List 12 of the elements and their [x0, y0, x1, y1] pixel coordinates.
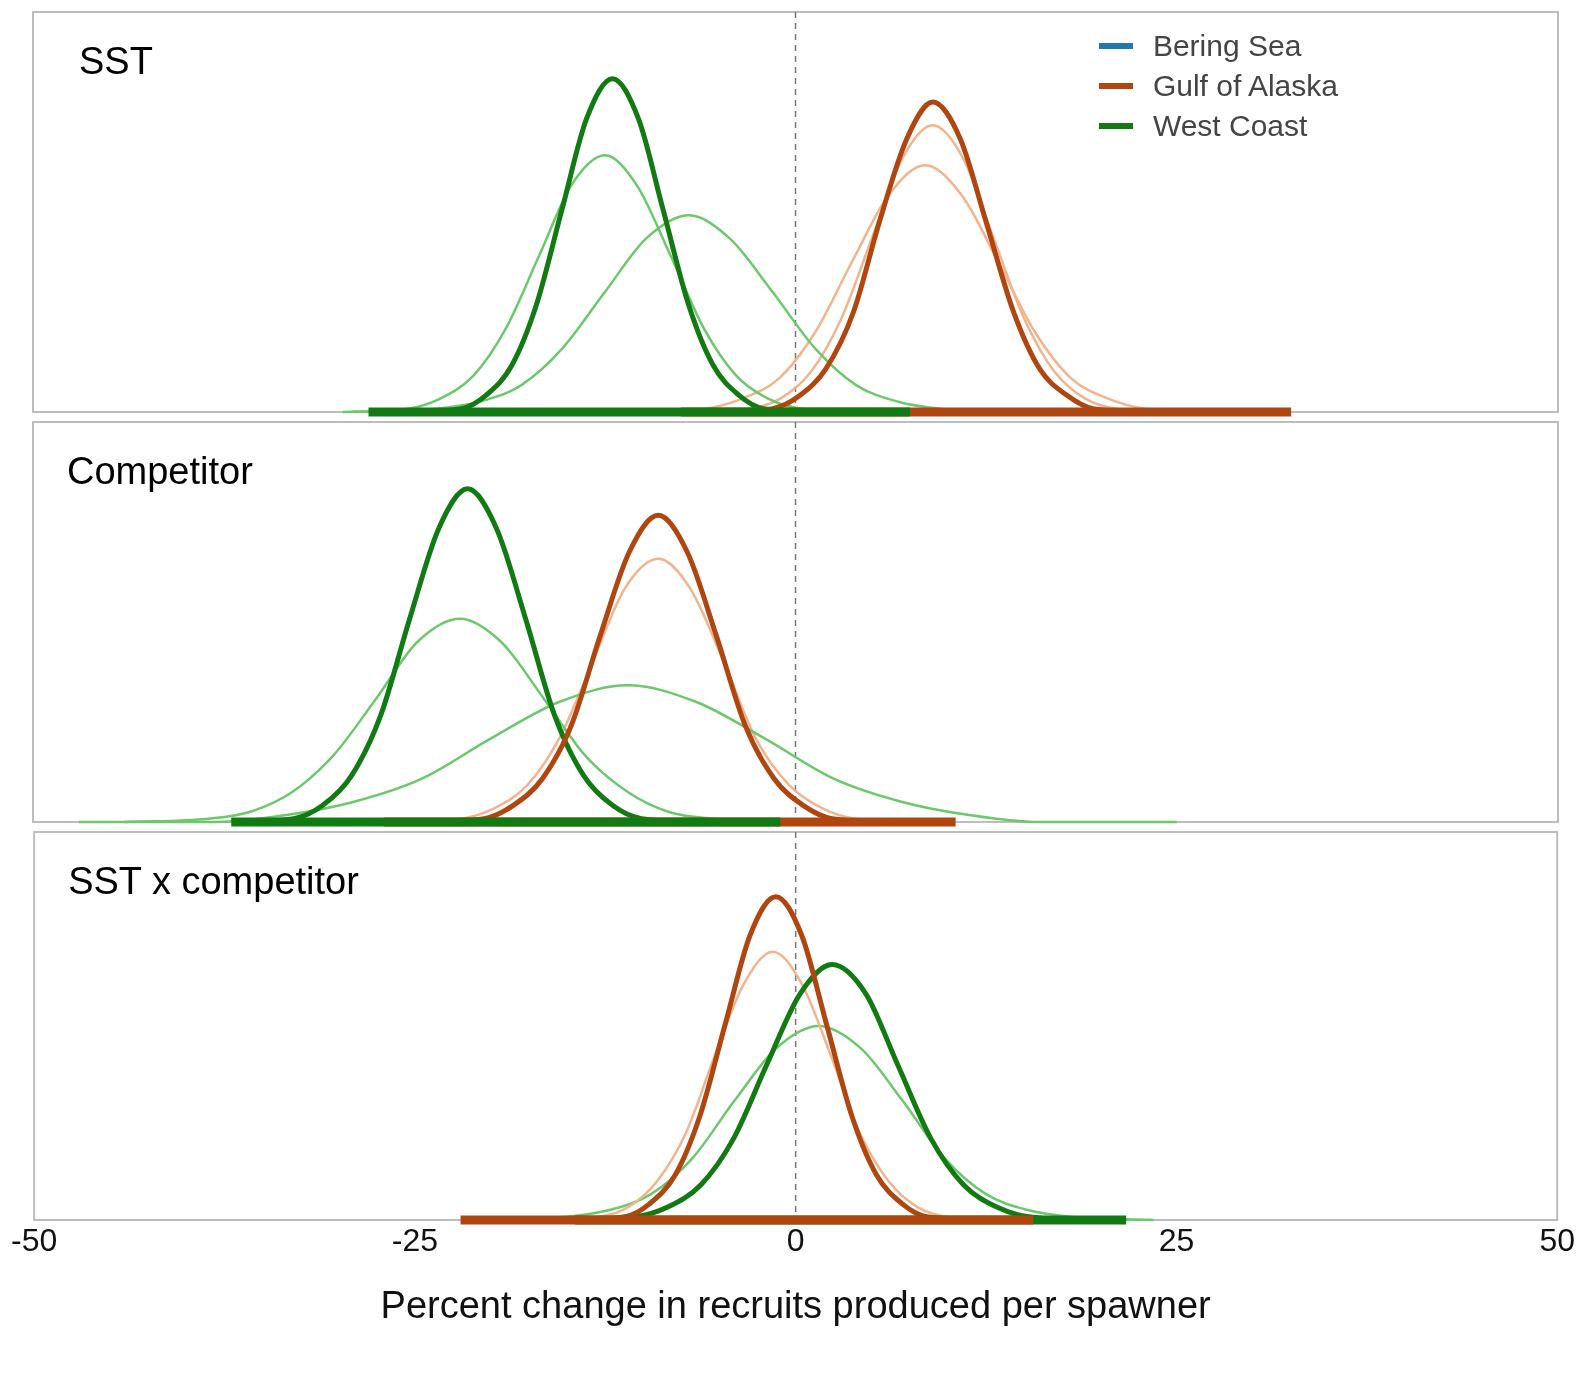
x-axis-title: Percent change in recruits produced per spawner: [380, 1283, 1212, 1326]
x-tick-label: 25: [1158, 1222, 1195, 1259]
legend-label: Gulf of Alaska: [1152, 69, 1338, 103]
legend-label: Bering Sea: [1152, 29, 1302, 63]
x-tick-label: 50: [1539, 1222, 1575, 1259]
x-tick-label: -25: [391, 1222, 439, 1259]
chart-title: SST x competitor: [68, 860, 360, 902]
chart-title: Competitor: [67, 450, 254, 492]
legend-label: West Coast: [1152, 109, 1308, 143]
x-tick-label: -50: [11, 1222, 58, 1259]
chart-title: SST: [79, 40, 153, 82]
x-tick-label: 0: [786, 1222, 805, 1259]
